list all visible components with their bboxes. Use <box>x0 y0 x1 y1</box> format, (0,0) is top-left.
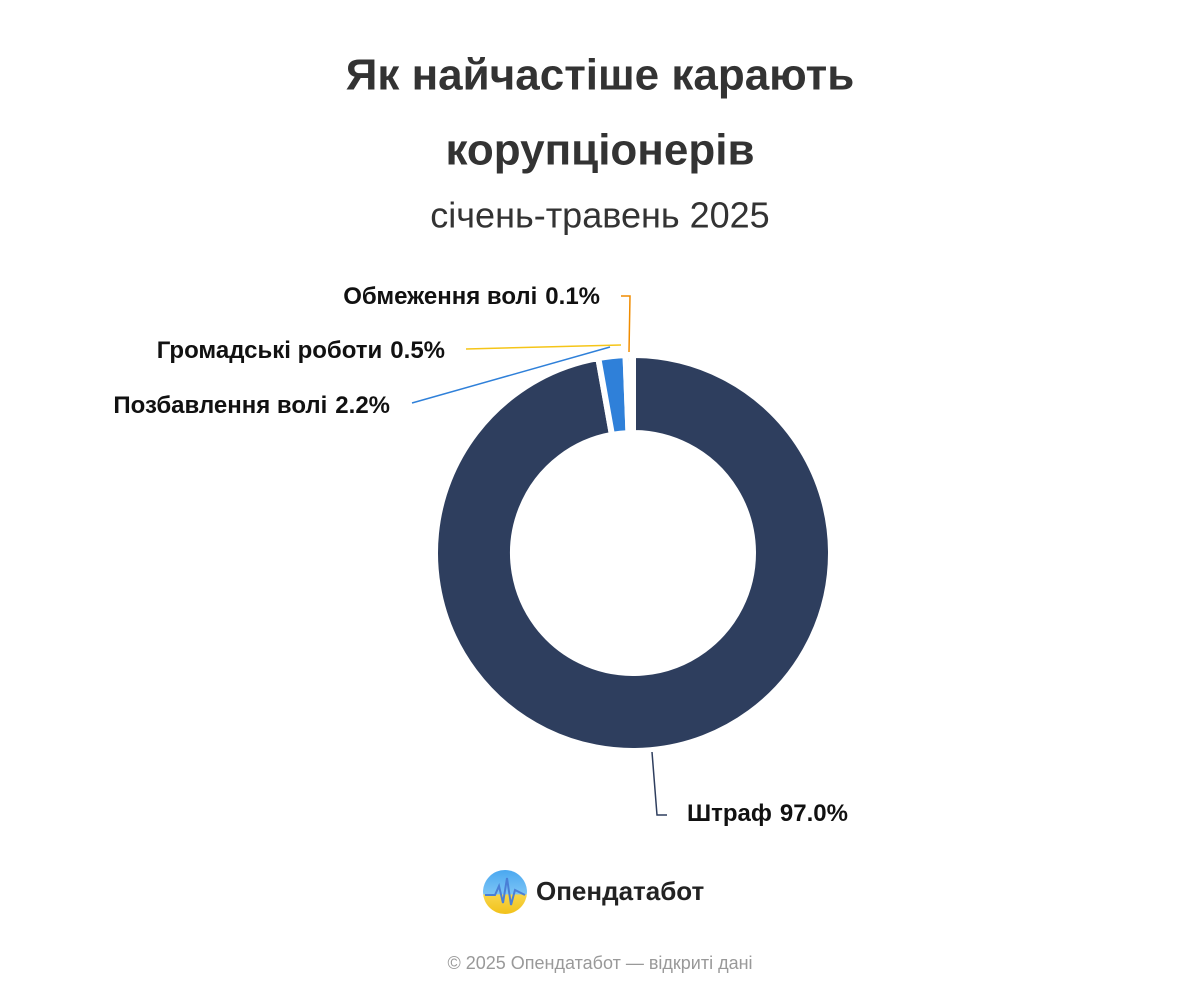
chart-subtitle: січень-травень 2025 <box>430 195 769 236</box>
slice-label: Громадські роботи 0.5% <box>157 337 445 364</box>
leader-line <box>465 344 622 350</box>
category-label: Штраф <box>687 800 772 827</box>
chart-title: корупціонерів <box>445 126 754 175</box>
value-label: 2.2% <box>335 392 390 419</box>
logo: Опендатабот <box>483 870 705 914</box>
copyright: © 2025 Опендатабот — відкриті дані <box>447 953 752 973</box>
leader-line <box>651 751 667 816</box>
slice-label: Обмеження волі 0.1% <box>343 283 600 310</box>
logo-wave <box>485 877 526 906</box>
category-label: Обмеження волі <box>343 283 537 310</box>
slice-label: Штраф 97.0% <box>687 800 848 827</box>
leader-line <box>411 346 611 404</box>
brand: Опендатабот <box>536 876 705 906</box>
value-label: 0.1% <box>545 283 600 310</box>
donut-segment <box>628 352 636 437</box>
slice-label: Позбавлення волі 2.2% <box>113 392 390 419</box>
leader-line <box>621 295 631 353</box>
value-label: 0.5% <box>390 337 445 364</box>
category-label: Позбавлення волі <box>113 392 327 419</box>
value-label: 97.0% <box>780 800 848 827</box>
category-label: Громадські роботи <box>157 337 383 364</box>
chart-title: Як найчастіше карають <box>346 51 855 100</box>
donut-segment <box>432 352 834 754</box>
donut: Штраф 97.0% Позбавлення волі 2.2% Громадські… <box>113 283 848 827</box>
